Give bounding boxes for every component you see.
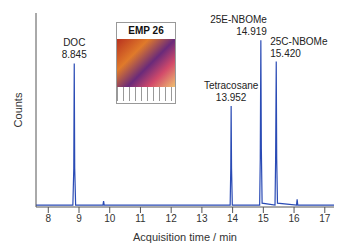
svg-text:10: 10 [104,213,116,224]
svg-text:13.952: 13.952 [216,92,247,103]
html-text:EMP 26: EMP 26 [128,25,164,36]
svg-text:8.845: 8.845 [62,49,87,60]
svg-text:13: 13 [196,213,208,224]
svg-text:12: 12 [166,213,178,224]
svg-text:8: 8 [46,213,52,224]
svg-text:9: 9 [76,213,82,224]
svg-text:DOC: DOC [63,37,85,48]
svg-text:16: 16 [288,213,300,224]
svg-text:15.420: 15.420 [270,48,301,59]
svg-text:Tetracosane: Tetracosane [204,80,259,91]
svg-text:11: 11 [135,213,146,224]
svg-text:25E-NBOMe: 25E-NBOMe [210,14,267,25]
svg-text:25C-NBOMe: 25C-NBOMe [270,36,328,47]
svg-text:Counts: Counts [12,92,24,127]
svg-text:17: 17 [319,213,331,224]
svg-text:14: 14 [227,213,239,224]
svg-text:Acquisition time / min: Acquisition time / min [133,231,237,243]
svg-text:15: 15 [258,213,270,224]
svg-text:14.919: 14.919 [236,26,267,37]
